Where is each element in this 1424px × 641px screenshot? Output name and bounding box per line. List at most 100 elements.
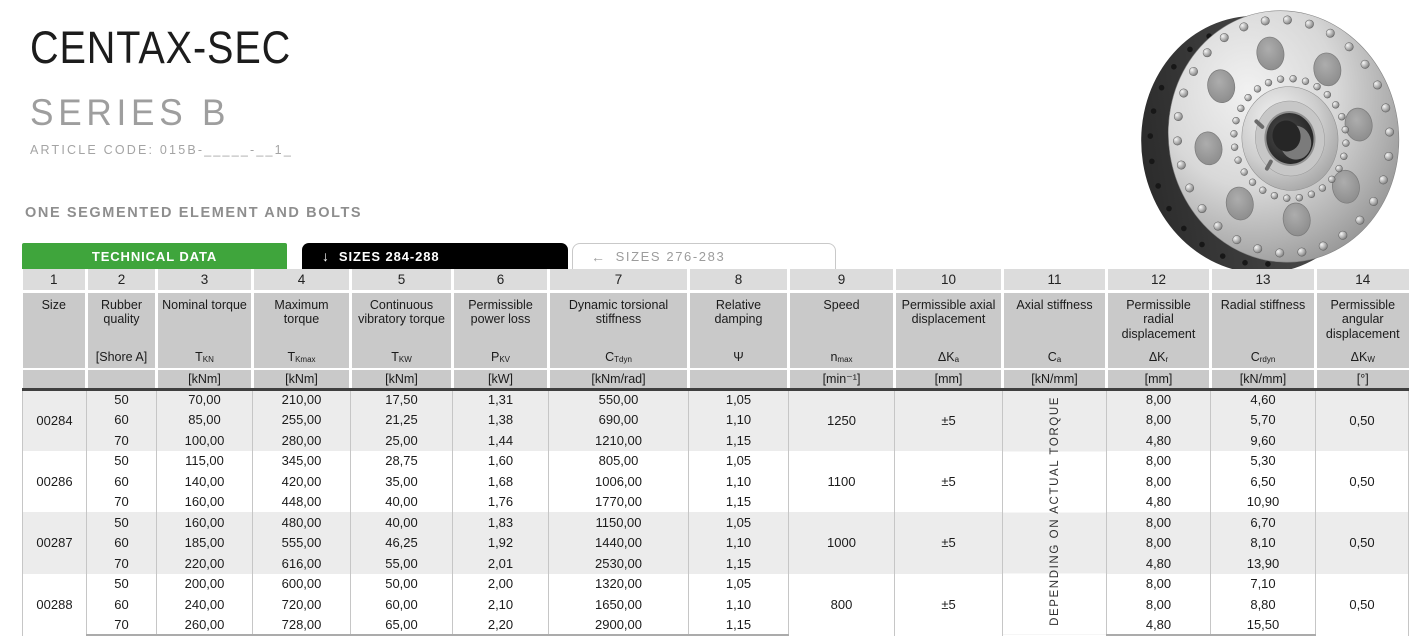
value-pkv: 2,20 bbox=[452, 614, 549, 636]
coupling-illustration bbox=[1141, 10, 1400, 274]
column-number: 2 bbox=[85, 269, 157, 293]
symbol-subscript: Kmax bbox=[295, 354, 316, 364]
column-number: 4 bbox=[251, 269, 351, 293]
column-unit: [kN/mm] bbox=[1004, 367, 1105, 388]
column-unit: [mm] bbox=[896, 367, 1001, 388]
symbol-base: Ψ bbox=[733, 350, 744, 364]
column-symbol: n max bbox=[790, 347, 893, 368]
size-cell: 00287 bbox=[22, 512, 87, 574]
value-dkr: 8,00 bbox=[1106, 389, 1211, 410]
value-crdyn: 6,70 bbox=[1210, 512, 1316, 533]
value-psi: 1,05 bbox=[688, 573, 789, 594]
value-dkr: 4,80 bbox=[1106, 553, 1211, 574]
value-psi: 1,10 bbox=[688, 471, 789, 492]
column-unit: [°] bbox=[1317, 367, 1409, 388]
table-row: 60 240,00 720,00 60,00 2,10 1650,00 1,10 8,00 8,… bbox=[23, 594, 1409, 615]
value-ctdyn: 2530,00 bbox=[548, 553, 689, 574]
column-header-10: Permissible axial displacement ΔK a [mm] bbox=[893, 291, 1003, 391]
value-shore: 70 bbox=[86, 491, 157, 512]
column-unit: [kN/mm] bbox=[1212, 367, 1314, 388]
tab-sizes-284-288[interactable]: ↓ SIZES 284-288 bbox=[302, 243, 568, 269]
tab-label: TECHNICAL DATA bbox=[91, 248, 218, 264]
value-tkmax: 345,00 bbox=[252, 450, 351, 471]
column-number: 12 bbox=[1105, 269, 1211, 293]
table-row: 00284 50 70,00 210,00 17,50 1,31 550,00 1,05 125… bbox=[22, 389, 1409, 635]
value-shore: 60 bbox=[86, 471, 157, 492]
angular-displacement-cell: 0,50 bbox=[1315, 573, 1409, 635]
value-crdyn: 7,10 bbox=[1210, 573, 1316, 594]
value-shore: 60 bbox=[86, 594, 157, 615]
column-symbol: ΔK W bbox=[1317, 347, 1409, 368]
value-tkmax: 280,00 bbox=[252, 430, 351, 451]
tab-bar: TECHNICAL DATA ↓ SIZES 284-288 ← SIZES 2… bbox=[22, 243, 836, 269]
value-pkv: 1,76 bbox=[452, 491, 549, 512]
table-row: 70 220,00 616,00 55,00 2,01 2530,00 1,15 4,80 13… bbox=[22, 553, 1409, 574]
angular-displacement-cell: 0,50 bbox=[1315, 512, 1409, 574]
value-ctdyn: 1150,00 bbox=[548, 512, 689, 533]
symbol-base: C bbox=[1047, 350, 1057, 364]
symbol-subscript: Tdyn bbox=[614, 354, 632, 364]
column-number: 6 bbox=[451, 269, 549, 293]
value-tkmax: 616,00 bbox=[252, 553, 351, 574]
tab-label: SIZES 276-283 bbox=[615, 249, 726, 264]
value-psi: 1,15 bbox=[688, 553, 789, 574]
column-symbol: C Tdyn bbox=[550, 347, 687, 368]
value-crdyn: 4,60 bbox=[1210, 389, 1316, 410]
column-header-5: Continuous vibratory torque T KW [kNm] bbox=[349, 291, 453, 391]
vertical-note: DEPENDING ON ACTUAL TORQUE bbox=[1048, 396, 1061, 626]
value-shore: 50 bbox=[86, 389, 157, 410]
column-title: Permissible axial displacement bbox=[901, 297, 996, 327]
column-number: 11 bbox=[1001, 269, 1107, 293]
column-number: 7 bbox=[547, 269, 689, 293]
value-crdyn: 15,50 bbox=[1210, 614, 1316, 636]
column-header-row: Size Rubber quality [Shore A] Nominal torqu… bbox=[22, 291, 1409, 391]
value-psi: 1,10 bbox=[688, 409, 789, 430]
coupling-product-image bbox=[1124, 0, 1424, 280]
column-title: Maximum torque bbox=[274, 297, 329, 327]
column-number: 10 bbox=[893, 269, 1003, 293]
value-psi: 1,05 bbox=[688, 389, 789, 410]
value-psi: 1,10 bbox=[688, 532, 789, 553]
value-tkn: 240,00 bbox=[156, 594, 253, 615]
value-dkr: 8,00 bbox=[1106, 512, 1211, 533]
value-tkmax: 420,00 bbox=[252, 471, 351, 492]
value-dkr: 8,00 bbox=[1106, 594, 1211, 615]
column-unit: [kNm] bbox=[158, 367, 251, 388]
page-title: CENTAX-SEC bbox=[30, 22, 292, 73]
column-unit: [kNm/rad] bbox=[550, 367, 687, 388]
column-number: 14 bbox=[1314, 269, 1409, 293]
value-tkn: 100,00 bbox=[156, 430, 253, 451]
value-tkmax: 210,00 bbox=[252, 389, 351, 410]
value-tkw: 21,25 bbox=[350, 409, 453, 430]
value-ctdyn: 690,00 bbox=[548, 409, 689, 430]
value-crdyn: 8,10 bbox=[1210, 532, 1316, 553]
column-title: Speed bbox=[823, 297, 860, 312]
value-shore: 50 bbox=[86, 573, 157, 594]
value-tkw: 40,00 bbox=[350, 512, 453, 533]
tab-technical-data[interactable]: TECHNICAL DATA bbox=[22, 243, 287, 269]
tab-sizes-276-283[interactable]: ← SIZES 276-283 bbox=[572, 243, 836, 269]
column-number: 9 bbox=[787, 269, 895, 293]
value-psi: 1,05 bbox=[688, 512, 789, 533]
axial-displacement-cell: ±5 bbox=[894, 573, 1003, 635]
value-pkv: 1,38 bbox=[452, 409, 549, 430]
value-dkr: 4,80 bbox=[1106, 614, 1211, 636]
value-tkmax: 448,00 bbox=[252, 491, 351, 512]
value-pkv: 2,10 bbox=[452, 594, 549, 615]
value-crdyn: 6,50 bbox=[1210, 471, 1316, 492]
symbol-base: n bbox=[830, 350, 838, 364]
column-title: Permissible angular displacement bbox=[1325, 297, 1400, 342]
value-ctdyn: 1650,00 bbox=[548, 594, 689, 615]
column-number: 3 bbox=[155, 269, 253, 293]
symbol-base: ΔK bbox=[1350, 350, 1368, 364]
column-header-3: Nominal torque T KN [kNm] bbox=[155, 291, 253, 391]
column-header-9: Speed n max [min⁻¹] bbox=[787, 291, 895, 391]
column-title: Rubber quality bbox=[101, 297, 142, 327]
column-symbol: Ψ bbox=[690, 347, 787, 368]
value-pkv: 1,92 bbox=[452, 532, 549, 553]
value-tkmax: 555,00 bbox=[252, 532, 351, 553]
value-pkv: 2,00 bbox=[452, 573, 549, 594]
